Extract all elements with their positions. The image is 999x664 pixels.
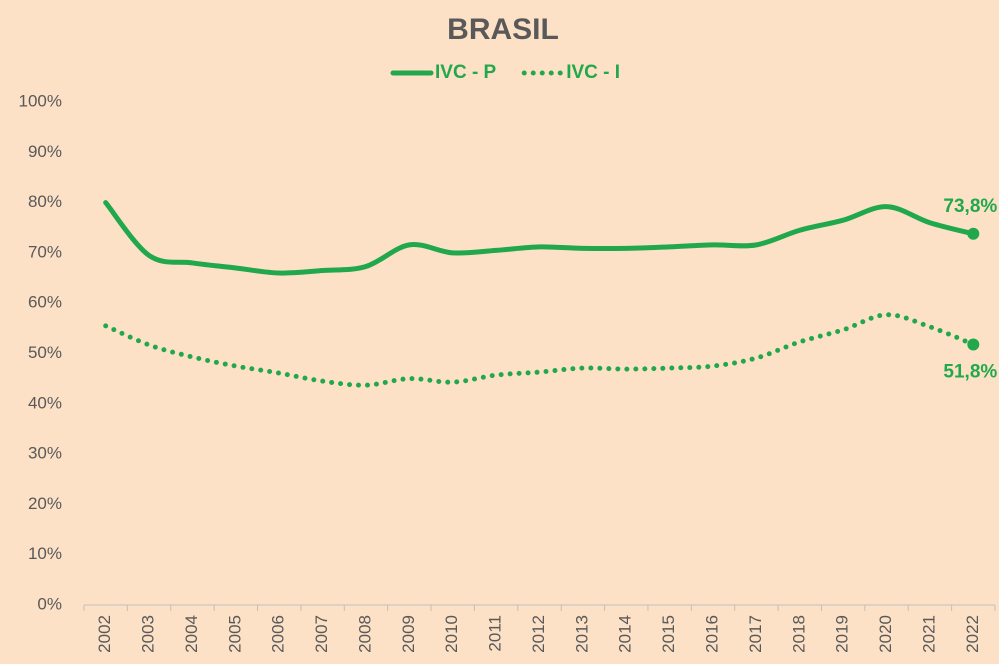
x-tick-label: 2004 [182,615,201,653]
legend-label: IVC - I [566,62,620,83]
x-tick-label: 2014 [616,615,635,653]
x-tick-label: 2012 [529,615,548,653]
y-tick-label: 60% [28,293,62,312]
y-tick-label: 30% [28,444,62,463]
x-tick-label: 2022 [963,615,982,653]
x-tick-label: 2007 [312,615,331,653]
data-label: 51,8% [943,361,997,382]
x-tick-label: 2006 [269,615,288,653]
x-tick-label: 2008 [355,615,374,653]
end-marker [967,338,980,351]
series-line [103,200,976,276]
y-tick-label: 40% [28,393,62,412]
x-tick-label: 2015 [659,615,678,653]
x-tick-label: 2011 [486,615,505,652]
y-tick-label: 10% [28,544,62,563]
x-tick-label: 2017 [746,615,765,653]
x-tick-label: 2013 [572,615,591,653]
x-tick-label: 2016 [703,615,722,653]
x-tick-label: 2010 [442,615,461,653]
x-tick-label: 2019 [833,615,852,653]
series-line [103,312,976,388]
y-tick-label: 50% [28,343,62,362]
end-marker [967,227,980,240]
y-tick-label: 0% [37,594,62,613]
data-label: 73,8% [943,196,997,217]
y-tick-label: 90% [28,142,62,161]
x-tick-label: 2009 [399,615,418,653]
y-tick-label: 80% [28,192,62,211]
y-tick-label: 20% [28,494,62,513]
x-tick-label: 2018 [789,615,808,653]
x-tick-label: 2021 [919,615,938,653]
y-tick-label: 70% [28,242,62,261]
x-tick-label: 2003 [139,615,158,653]
x-tick-label: 2005 [225,615,244,653]
chart-title: BRASIL [447,13,559,46]
x-tick-label: 2020 [876,615,895,653]
x-tick-label: 2002 [95,615,114,653]
legend-label: IVC - P [435,62,497,83]
y-tick-label: 100% [19,91,62,110]
